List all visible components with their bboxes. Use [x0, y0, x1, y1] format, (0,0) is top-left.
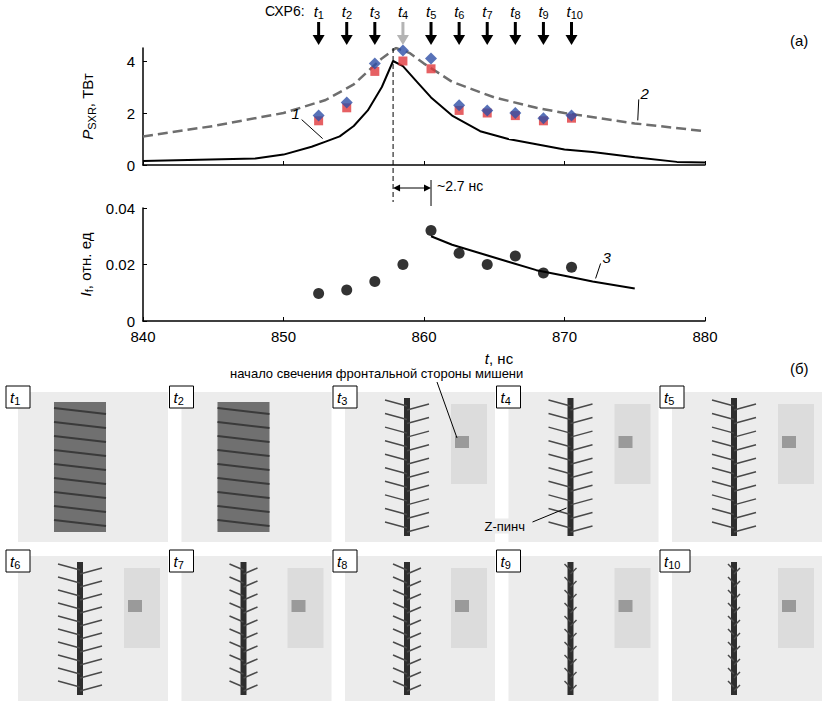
svg-text:t: t	[426, 2, 431, 20]
svg-text:t: t	[397, 2, 403, 20]
svg-text:4: 4	[505, 395, 511, 407]
svg-text:, отн. ед: , отн. ед	[77, 232, 94, 289]
svg-text:, ТВт: , ТВт	[79, 73, 96, 107]
svg-text:I: I	[76, 292, 94, 297]
svg-text:2: 2	[127, 105, 135, 122]
svg-text:3: 3	[341, 395, 347, 407]
svg-text:t: t	[510, 2, 515, 20]
svg-text:0: 0	[127, 157, 135, 174]
svg-text:начало свечения фронтальной ст: начало свечения фронтальной стороны мише…	[230, 366, 523, 381]
svg-text:t: t	[484, 350, 489, 367]
svg-text:t: t	[173, 552, 178, 570]
svg-text:t: t	[313, 2, 318, 20]
svg-text:4: 4	[402, 9, 408, 21]
svg-text:t: t	[10, 388, 15, 406]
svg-text:880: 880	[692, 328, 717, 345]
svg-text:t: t	[482, 2, 487, 20]
svg-text:t: t	[337, 388, 342, 406]
svg-text:5: 5	[668, 395, 674, 407]
svg-text:2: 2	[640, 85, 650, 102]
svg-text:9: 9	[543, 9, 549, 21]
svg-text:6: 6	[458, 9, 464, 21]
svg-text:t: t	[173, 388, 178, 406]
svg-text:t: t	[566, 2, 571, 20]
svg-text:t: t	[500, 388, 505, 406]
svg-text:f: f	[83, 289, 96, 293]
svg-text:Z-пинч: Z-пинч	[485, 519, 526, 534]
svg-text:850: 850	[271, 328, 296, 345]
svg-text:SXR: SXR	[86, 107, 98, 130]
svg-text:(a): (a)	[790, 32, 808, 49]
svg-text:1: 1	[14, 395, 20, 407]
svg-text:t: t	[10, 552, 15, 570]
svg-text:10: 10	[668, 559, 680, 571]
svg-text:5: 5	[430, 9, 436, 21]
svg-text:7: 7	[486, 9, 492, 21]
svg-text:3: 3	[374, 9, 380, 21]
svg-text:8: 8	[341, 559, 347, 571]
svg-text:4: 4	[127, 53, 135, 70]
svg-text:P: P	[79, 130, 96, 140]
svg-text:2: 2	[178, 395, 184, 407]
svg-text:0: 0	[127, 313, 135, 330]
svg-text:1: 1	[318, 9, 324, 21]
svg-text:, нс: , нс	[489, 350, 514, 367]
svg-text:1: 1	[291, 105, 299, 122]
svg-text:870: 870	[552, 328, 577, 345]
svg-text:0.02: 0.02	[106, 256, 135, 273]
svg-text:~2.7 нс: ~2.7 нс	[437, 178, 483, 194]
svg-text:6: 6	[14, 559, 20, 571]
svg-text:t: t	[341, 2, 346, 20]
svg-text:9: 9	[505, 559, 511, 571]
svg-text:7: 7	[178, 559, 184, 571]
svg-text:(б): (б)	[790, 360, 809, 377]
svg-text:t: t	[369, 2, 374, 20]
svg-text:2: 2	[346, 9, 352, 21]
svg-text:860: 860	[411, 328, 436, 345]
svg-text:t: t	[500, 552, 505, 570]
svg-text:t: t	[664, 552, 669, 570]
svg-text:0.04: 0.04	[106, 200, 135, 217]
svg-text:СХР6:: СХР6:	[265, 3, 305, 19]
svg-text:t: t	[664, 388, 669, 406]
svg-text:10: 10	[571, 9, 583, 21]
svg-text:840: 840	[130, 328, 155, 345]
svg-text:t: t	[337, 552, 342, 570]
svg-text:t: t	[538, 2, 543, 20]
svg-text:3: 3	[602, 249, 611, 266]
svg-text:t: t	[454, 2, 459, 20]
svg-text:8: 8	[514, 9, 520, 21]
